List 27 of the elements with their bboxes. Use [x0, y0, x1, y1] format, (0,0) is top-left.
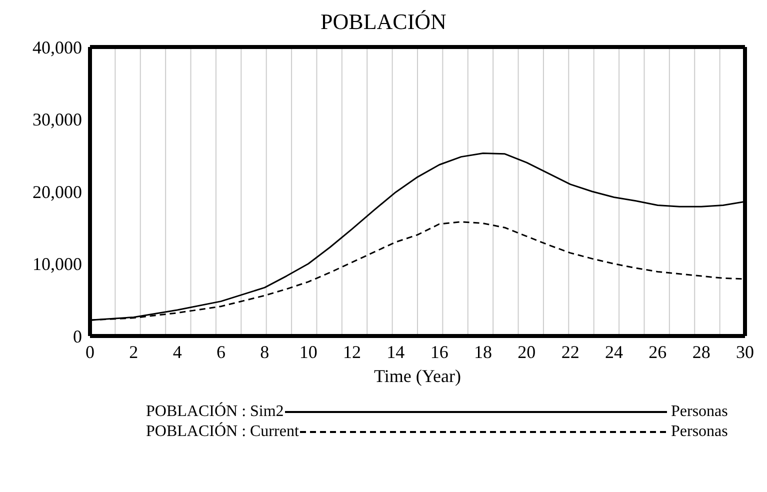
legend-label: POBLACIÓN : Sim2	[146, 402, 284, 422]
x-tick-label: 28	[692, 342, 710, 362]
x-tick-label: 30	[736, 342, 754, 362]
x-tick-label: 14	[386, 342, 405, 362]
y-tick-label: 40,000	[32, 37, 82, 58]
x-tick-label: 16	[430, 342, 448, 362]
x-tick-label: 8	[260, 342, 270, 362]
y-tick-label: 30,000	[32, 110, 82, 130]
x-tick-label: 6	[216, 342, 226, 362]
chart-title: POBLACIÓN	[320, 8, 448, 36]
x-tick-label: 12	[343, 342, 361, 362]
x-axis-title: Time (Year)	[374, 366, 462, 386]
x-tick-label: 2	[129, 342, 138, 362]
x-tick-label: 10	[299, 342, 318, 362]
x-tick-label: 26	[648, 342, 667, 362]
text: Personas	[671, 422, 728, 442]
x-tick-label: 20	[518, 342, 536, 362]
x-tick-label: 22	[561, 342, 580, 362]
y-tick-label: 10,000	[32, 254, 82, 274]
x-tick-label: 18	[474, 342, 492, 362]
legend-label: POBLACIÓN : Current	[146, 422, 299, 442]
x-tick-label: 4	[172, 342, 182, 362]
x-tick-label: 24	[605, 342, 623, 362]
text: Personas	[671, 402, 728, 422]
x-tick-label: 0	[86, 342, 94, 362]
y-tick-label: 0	[73, 326, 82, 346]
y-tick-label: 20,000	[32, 182, 82, 202]
